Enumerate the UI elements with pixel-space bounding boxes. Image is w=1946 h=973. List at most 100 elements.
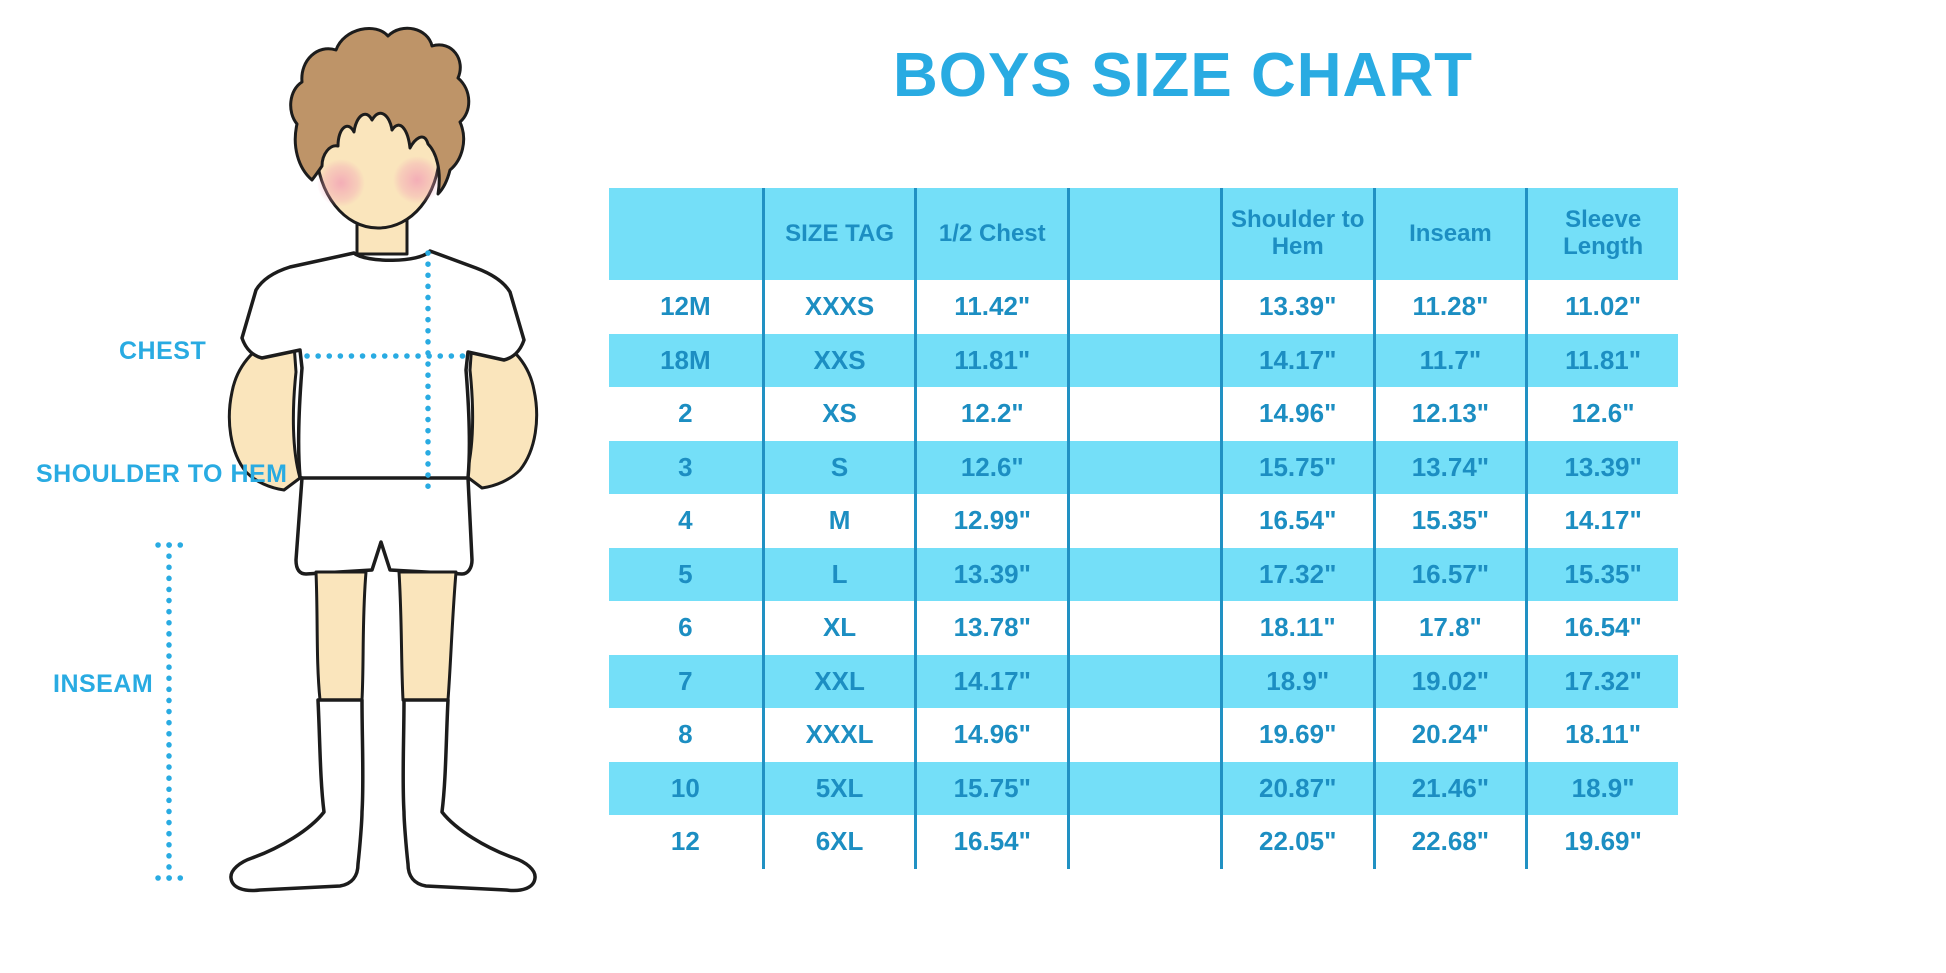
value-cell: 16.54" [1525,601,1678,655]
value-cell: 11.81" [914,333,1068,387]
column-header: Inseam [1372,188,1526,280]
spacer-cell [1067,280,1220,334]
value-cell: 13.78" [914,601,1068,655]
value-cell: 20.87" [1219,761,1373,815]
size-table-body: 12M XXXS 11.42" 13.39" 11.28" 11.02" 18M XXS 11.… [609,280,1678,869]
shorts [294,476,474,576]
inseam-label: INSEAM [53,670,154,698]
value-cell: XS [761,387,915,441]
value-cell: 18.9" [1525,761,1678,815]
value-cell: 11.02" [1525,280,1678,334]
table-row: 6 XL 13.78" 18.11" 17.8" 16.54" [609,601,1678,655]
size-cell: 8 [609,708,762,762]
shoulder-to-hem-label: SHOULDER TO HEM [36,460,288,488]
value-cell: 18.11" [1525,708,1678,762]
value-cell: 16.54" [1219,494,1373,548]
spacer-cell [1067,601,1220,655]
size-cell: 18M [609,333,762,387]
table-row: 2 XS 12.2" 14.96" 12.13" 12.6" [609,387,1678,441]
size-cell: 2 [609,387,762,441]
value-cell: 13.74" [1372,440,1526,494]
value-cell: 14.96" [1219,387,1373,441]
value-cell: 18.11" [1219,601,1373,655]
value-cell: 14.17" [1219,333,1373,387]
value-cell: 12.6" [914,440,1068,494]
right-cheek-blush [393,156,441,204]
left-cheek-blush [317,159,365,207]
value-cell: 19.02" [1372,654,1526,708]
spacer-cell [1067,333,1220,387]
value-cell: 11.7" [1372,333,1526,387]
column-header: SIZE TAG [761,188,915,280]
value-cell: 11.81" [1525,333,1678,387]
boy-illustration: CHEST SHOULDER TO HEM INSEAM [0,0,600,973]
value-cell: 20.24" [1372,708,1526,762]
value-cell: 12.2" [914,387,1068,441]
value-cell: 12.6" [1525,387,1678,441]
value-cell: 17.32" [1525,654,1678,708]
spacer-header [1067,188,1220,280]
table-row: 10 5XL 15.75" 20.87" 21.46" 18.9" [609,761,1678,815]
value-cell: 12.13" [1372,387,1526,441]
value-cell: S [761,440,915,494]
boy-figure-drawing [155,26,539,893]
left-leg [314,570,368,702]
value-cell: 13.39" [1525,440,1678,494]
value-cell: XXXL [761,708,915,762]
size-table: SIZE TAG 1/2 Chest Shoulder to Hem Inseam Sl… [609,188,1678,869]
table-row: 5 L 13.39" 17.32" 16.57" 15.35" [609,547,1678,601]
value-cell: 14.17" [1525,494,1678,548]
size-table-header: SIZE TAG 1/2 Chest Shoulder to Hem Inseam Sl… [609,188,1678,280]
value-cell: 11.42" [914,280,1068,334]
left-sock [229,698,365,893]
left-arm [227,328,302,492]
value-cell: L [761,547,915,601]
value-cell: 5XL [761,761,915,815]
value-cell: 22.68" [1372,815,1526,869]
size-cell: 10 [609,761,762,815]
spacer-cell [1067,815,1220,869]
value-cell: 15.35" [1372,494,1526,548]
value-cell: 13.39" [1219,280,1373,334]
value-cell: 12.99" [914,494,1068,548]
value-cell: XXXS [761,280,915,334]
value-cell: 15.75" [1219,440,1373,494]
value-cell: 14.17" [914,654,1068,708]
right-sock [401,698,537,893]
value-cell: 17.8" [1372,601,1526,655]
value-cell: 15.35" [1525,547,1678,601]
hair [289,26,471,196]
value-cell: 18.9" [1219,654,1373,708]
column-header: Sleeve Length [1525,188,1678,280]
size-cell: 3 [609,440,762,494]
value-cell: 15.75" [914,761,1068,815]
value-cell: 14.96" [914,708,1068,762]
value-cell: 16.57" [1372,547,1526,601]
chest-label: CHEST [119,337,207,365]
spacer-cell [1067,708,1220,762]
value-cell: 19.69" [1219,708,1373,762]
column-header: 1/2 Chest [914,188,1068,280]
size-cell: 12 [609,815,762,869]
table-row: 18M XXS 11.81" 14.17" 11.7" 11.81" [609,333,1678,387]
value-cell: M [761,494,915,548]
size-cell: 4 [609,494,762,548]
value-cell: 6XL [761,815,915,869]
value-cell: 13.39" [914,547,1068,601]
table-row: 12 6XL 16.54" 22.05" 22.68" 19.69" [609,815,1678,869]
table-row: 12M XXXS 11.42" 13.39" 11.28" 11.02" [609,280,1678,334]
column-header: Shoulder to Hem [1219,188,1373,280]
row-label-header [609,188,762,280]
spacer-cell [1067,387,1220,441]
spacer-cell [1067,547,1220,601]
spacer-cell [1067,761,1220,815]
size-cell: 7 [609,654,762,708]
value-cell: 11.28" [1372,280,1526,334]
value-cell: 17.32" [1219,547,1373,601]
size-cell: 6 [609,601,762,655]
table-row: 8 XXXL 14.96" 19.69" 20.24" 18.11" [609,708,1678,762]
value-cell: XXS [761,333,915,387]
spacer-cell [1067,440,1220,494]
right-arm [464,326,539,490]
